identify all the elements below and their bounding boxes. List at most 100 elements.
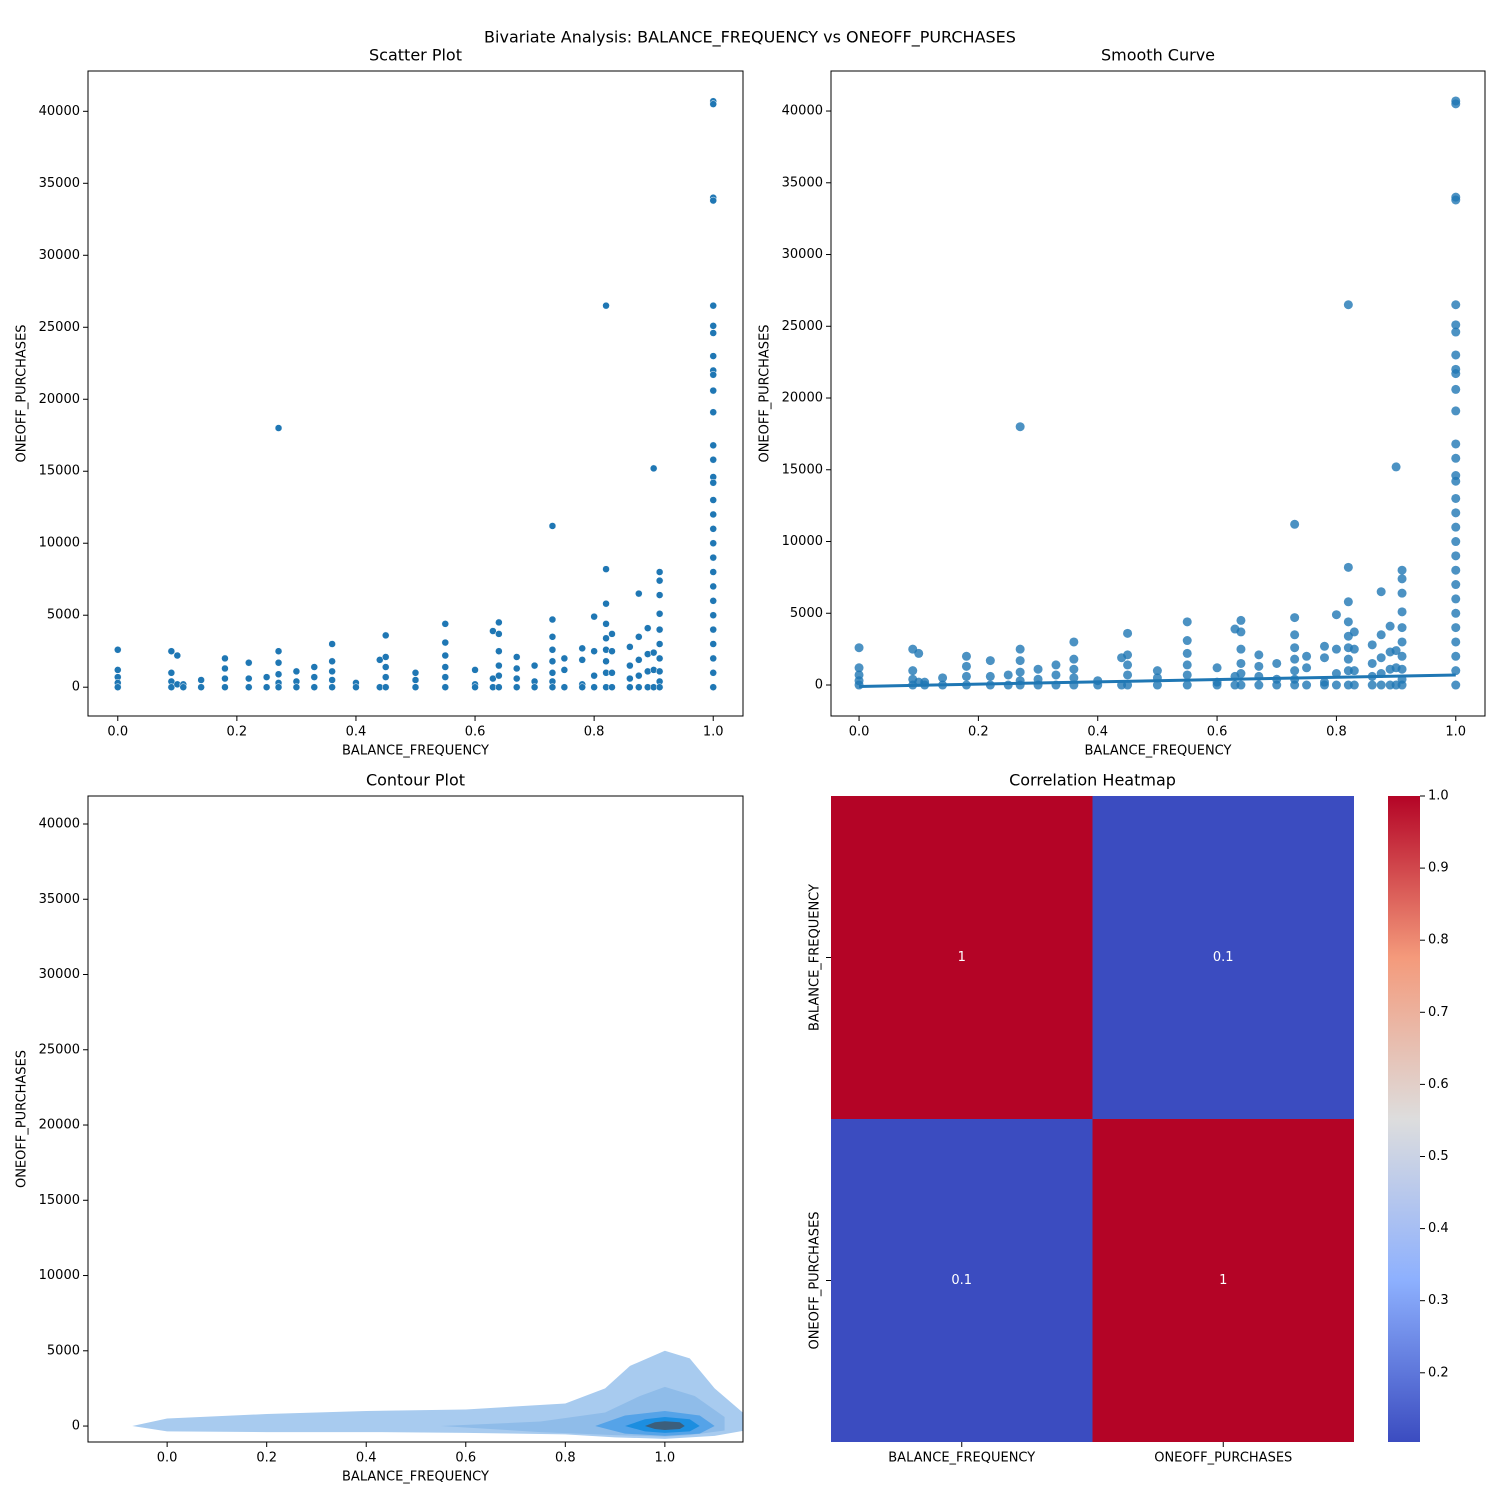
- point: [1015, 667, 1025, 677]
- point: [1343, 654, 1353, 664]
- point: [635, 671, 643, 680]
- point: [914, 648, 924, 658]
- point: [1397, 680, 1407, 690]
- point: [1236, 658, 1246, 668]
- point: [709, 100, 717, 108]
- point: [1343, 300, 1353, 310]
- y-tick-label: 20000: [39, 392, 80, 407]
- point: [590, 671, 598, 680]
- x-tick-label: 0.4: [1087, 725, 1108, 740]
- colorbar-tick-label: 1.0: [1428, 789, 1449, 804]
- point: [310, 673, 319, 681]
- point: [512, 664, 521, 673]
- point: [1349, 666, 1359, 676]
- point: [1051, 660, 1061, 670]
- point: [221, 674, 229, 683]
- contours: [132, 1350, 743, 1439]
- point: [1069, 637, 1079, 647]
- x-tick-label: 0.2: [256, 1451, 277, 1466]
- axes-frame: [87, 795, 744, 1443]
- point: [381, 663, 390, 671]
- point: [471, 666, 479, 674]
- point: [1451, 580, 1461, 590]
- point: [608, 647, 616, 655]
- point: [643, 624, 652, 632]
- point: [602, 301, 610, 310]
- point: [1451, 439, 1461, 449]
- point: [441, 638, 450, 647]
- contour-level: [644, 1421, 685, 1430]
- point: [602, 620, 610, 628]
- point: [1397, 651, 1407, 661]
- point: [1451, 406, 1461, 416]
- point: [114, 666, 122, 674]
- point: [655, 568, 664, 576]
- point: [1451, 623, 1461, 633]
- point: [495, 630, 503, 638]
- point: [1302, 680, 1312, 690]
- y-tick-label: 25000: [782, 319, 823, 334]
- y-tick-label: 30000: [782, 247, 823, 262]
- point: [602, 599, 610, 608]
- point: [1015, 422, 1025, 432]
- colorbar-tick-label: 0.6: [1428, 1077, 1449, 1092]
- colorbar-tick-label: 0.4: [1428, 1221, 1449, 1236]
- point: [548, 657, 557, 666]
- point: [1236, 644, 1246, 654]
- x-axis-label: BALANCE_FREQUENCY: [1085, 744, 1232, 759]
- colorbar: [1388, 796, 1420, 1442]
- point: [1015, 656, 1025, 666]
- point: [1123, 660, 1133, 670]
- point: [709, 441, 717, 450]
- point: [908, 666, 918, 676]
- x-tick-label: ONEOFF_PURCHASES: [1154, 1451, 1292, 1466]
- axes-title: Correlation Heatmap: [1009, 771, 1176, 790]
- point: [262, 683, 271, 691]
- point: [1123, 628, 1133, 638]
- point: [1331, 644, 1341, 654]
- y-tick-label: 10000: [39, 536, 80, 551]
- point: [1451, 195, 1461, 205]
- axes-title: Contour Plot: [366, 771, 465, 790]
- y-tick-label: 0: [72, 680, 80, 695]
- point: [530, 683, 539, 691]
- point: [608, 669, 616, 677]
- point: [328, 676, 336, 684]
- heatmap-cell: [831, 796, 1093, 1119]
- point: [1397, 637, 1407, 647]
- point: [167, 669, 176, 677]
- point: [709, 196, 717, 205]
- point: [1331, 610, 1341, 620]
- point: [1343, 617, 1353, 627]
- point: [985, 671, 995, 681]
- y-tick-label: 5000: [790, 606, 823, 621]
- y-tick-label: 30000: [39, 967, 80, 982]
- heatmap-cell: [1092, 796, 1354, 1119]
- point: [328, 657, 336, 666]
- point: [1397, 565, 1407, 575]
- y-axis-label: ONEOFF_PURCHASES: [15, 1050, 30, 1188]
- point: [560, 666, 569, 674]
- point: [1397, 664, 1407, 674]
- point: [1367, 658, 1377, 668]
- point: [626, 674, 634, 683]
- point: [221, 683, 229, 691]
- point: [1123, 670, 1133, 680]
- point: [655, 576, 664, 585]
- point: [1451, 99, 1461, 109]
- point: [649, 648, 658, 657]
- point: [709, 352, 717, 360]
- point: [1290, 613, 1300, 623]
- point: [1254, 661, 1264, 671]
- x-tick-label: 0.8: [1326, 725, 1347, 740]
- y-tick-label: 5000: [47, 608, 80, 623]
- point: [709, 539, 717, 547]
- point: [560, 654, 569, 663]
- point: [1451, 508, 1461, 518]
- x-tick-label: 0.6: [1207, 725, 1228, 740]
- x-tick-label: 0.0: [849, 725, 870, 740]
- point: [709, 479, 717, 487]
- axes-frame: [830, 70, 1486, 717]
- point: [709, 640, 717, 648]
